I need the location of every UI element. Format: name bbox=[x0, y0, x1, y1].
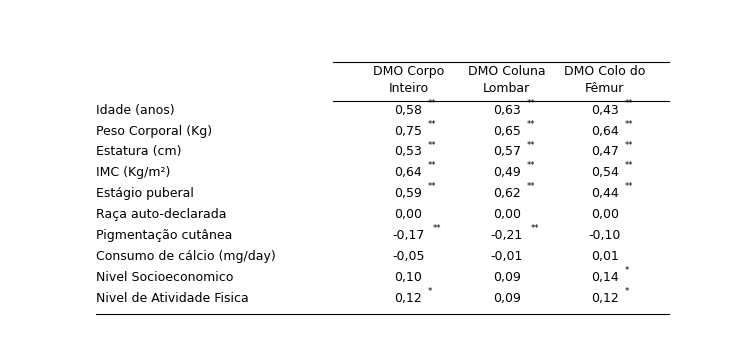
Text: 0,65: 0,65 bbox=[492, 125, 521, 137]
Text: Consumo de cálcio (mg/day): Consumo de cálcio (mg/day) bbox=[96, 250, 276, 263]
Text: *: * bbox=[624, 287, 629, 296]
Text: *: * bbox=[624, 266, 629, 275]
Text: Nivel de Atividade Fisica: Nivel de Atividade Fisica bbox=[96, 292, 249, 305]
Text: Fêmur: Fêmur bbox=[585, 82, 624, 95]
Text: DMO Corpo: DMO Corpo bbox=[373, 65, 444, 78]
Text: **: ** bbox=[433, 224, 441, 233]
Text: 0,53: 0,53 bbox=[395, 145, 422, 159]
Text: **: ** bbox=[428, 99, 436, 108]
Text: -0,17: -0,17 bbox=[392, 229, 424, 242]
Text: DMO Colo do: DMO Colo do bbox=[564, 65, 645, 78]
Text: 0,54: 0,54 bbox=[591, 166, 619, 179]
Text: **: ** bbox=[624, 141, 633, 150]
Text: Raça auto-declarada: Raça auto-declarada bbox=[96, 208, 227, 221]
Text: 0,63: 0,63 bbox=[493, 104, 521, 117]
Text: Pigmentação cutânea: Pigmentação cutânea bbox=[96, 229, 233, 242]
Text: 0,47: 0,47 bbox=[591, 145, 619, 159]
Text: **: ** bbox=[526, 120, 535, 129]
Text: 0,64: 0,64 bbox=[591, 125, 618, 137]
Text: 0,09: 0,09 bbox=[492, 271, 521, 284]
Text: Idade (anos): Idade (anos) bbox=[96, 104, 175, 117]
Text: 0,59: 0,59 bbox=[395, 187, 422, 200]
Text: **: ** bbox=[624, 99, 633, 108]
Text: -0,05: -0,05 bbox=[392, 250, 424, 263]
Text: 0,12: 0,12 bbox=[591, 292, 618, 305]
Text: **: ** bbox=[526, 99, 535, 108]
Text: 0,58: 0,58 bbox=[395, 104, 422, 117]
Text: **: ** bbox=[624, 120, 633, 129]
Text: **: ** bbox=[624, 182, 633, 191]
Text: 0,12: 0,12 bbox=[395, 292, 422, 305]
Text: IMC (Kg/m²): IMC (Kg/m²) bbox=[96, 166, 171, 179]
Text: Estágio puberal: Estágio puberal bbox=[96, 187, 194, 200]
Text: -0,01: -0,01 bbox=[490, 250, 523, 263]
Text: **: ** bbox=[428, 141, 436, 150]
Text: **: ** bbox=[428, 161, 436, 171]
Text: **: ** bbox=[428, 120, 436, 129]
Text: **: ** bbox=[428, 182, 436, 191]
Text: 0,09: 0,09 bbox=[492, 292, 521, 305]
Text: DMO Coluna: DMO Coluna bbox=[468, 65, 545, 78]
Text: 0,43: 0,43 bbox=[591, 104, 618, 117]
Text: Peso Corporal (Kg): Peso Corporal (Kg) bbox=[96, 125, 213, 137]
Text: **: ** bbox=[530, 224, 539, 233]
Text: **: ** bbox=[624, 161, 633, 171]
Text: 0,00: 0,00 bbox=[591, 208, 619, 221]
Text: **: ** bbox=[526, 161, 535, 171]
Text: 0,14: 0,14 bbox=[591, 271, 618, 284]
Text: Estatura (cm): Estatura (cm) bbox=[96, 145, 181, 159]
Text: 0,62: 0,62 bbox=[493, 187, 521, 200]
Text: 0,49: 0,49 bbox=[493, 166, 521, 179]
Text: 0,57: 0,57 bbox=[492, 145, 521, 159]
Text: 0,64: 0,64 bbox=[395, 166, 422, 179]
Text: 0,75: 0,75 bbox=[395, 125, 422, 137]
Text: *: * bbox=[428, 287, 432, 296]
Text: 0,44: 0,44 bbox=[591, 187, 618, 200]
Text: Nivel Socioeconomico: Nivel Socioeconomico bbox=[96, 271, 233, 284]
Text: **: ** bbox=[526, 141, 535, 150]
Text: 0,00: 0,00 bbox=[492, 208, 521, 221]
Text: Inteiro: Inteiro bbox=[388, 82, 428, 95]
Text: 0,10: 0,10 bbox=[395, 271, 422, 284]
Text: **: ** bbox=[526, 182, 535, 191]
Text: Lombar: Lombar bbox=[483, 82, 530, 95]
Text: -0,21: -0,21 bbox=[491, 229, 523, 242]
Text: -0,10: -0,10 bbox=[589, 229, 621, 242]
Text: 0,00: 0,00 bbox=[395, 208, 422, 221]
Text: 0,01: 0,01 bbox=[591, 250, 619, 263]
